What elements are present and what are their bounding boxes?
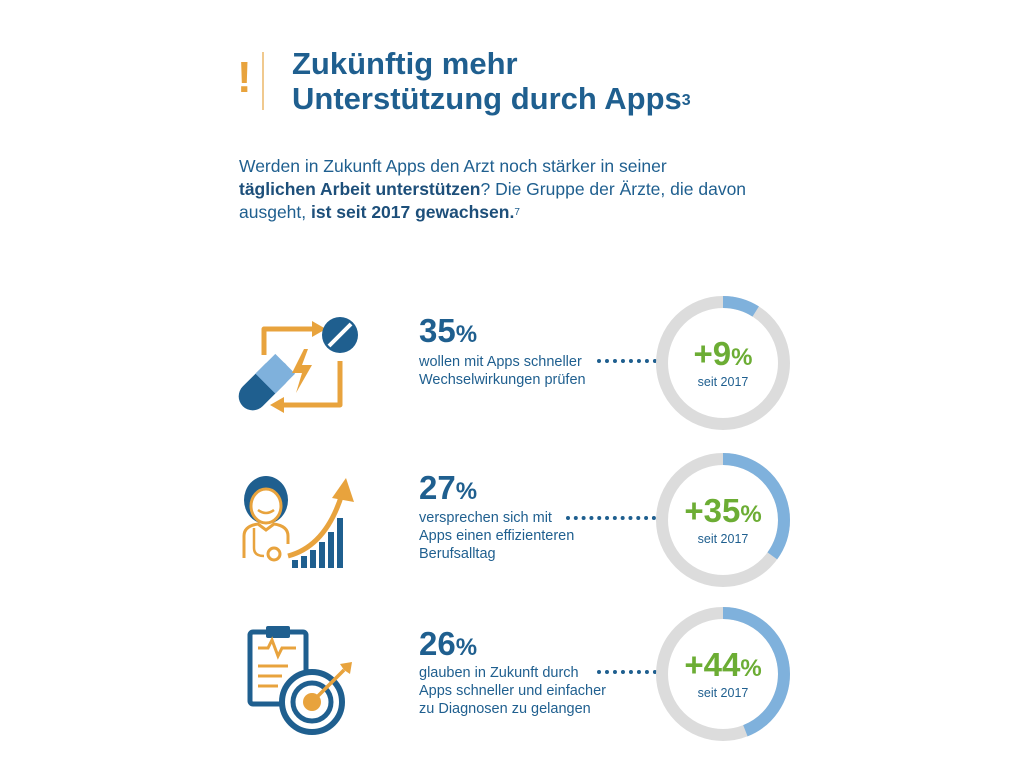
- change-number: +44: [684, 646, 741, 683]
- donut-arc: [656, 607, 790, 741]
- doctor-growth-icon: [242, 476, 354, 568]
- stat-description-line: versprechen sich mit: [419, 510, 552, 526]
- intro-text-1: Werden in Zukunft Apps den Arzt noch stä…: [239, 156, 667, 176]
- stat-value: 26%: [419, 626, 477, 666]
- title-line-1: Zukünftig mehr: [292, 46, 518, 81]
- intro-bold-2: ist seit 2017 gewachsen.: [311, 202, 515, 222]
- diagnosis-target-icon: [247, 626, 352, 735]
- stat-value-unit: %: [455, 478, 478, 505]
- stat-value-number: 35: [419, 312, 456, 349]
- title-line-2: Unterstützung durch Apps3: [292, 81, 691, 116]
- title-footnote: 3: [681, 92, 691, 109]
- intro-footnote: 7: [514, 207, 520, 218]
- change-unit: %: [731, 344, 753, 371]
- stat-description: wollen mit Apps schneller Wechselwirkung…: [419, 353, 619, 389]
- change-value: +35%: [655, 494, 791, 532]
- change-number: +35: [684, 492, 741, 529]
- stat-row-3: 26% glauben in Zukunft durch Apps schnel…: [0, 606, 1024, 756]
- change-unit: %: [740, 655, 762, 682]
- stat-row-1: 35% wollen mit Apps schneller Wechselwir…: [0, 295, 1024, 445]
- stat-description: glauben in Zukunft durch Apps schneller …: [419, 664, 619, 718]
- title-divider: [262, 52, 264, 110]
- exclamation-icon: !: [237, 53, 252, 102]
- stat-value-number: 27: [419, 469, 456, 506]
- donut-arc: [656, 296, 790, 430]
- change-label: seit 2017: [697, 375, 749, 389]
- connector-dots: [597, 670, 657, 678]
- stat-description-line: glauben in Zukunft durch: [419, 665, 579, 681]
- connector-dots: [566, 516, 656, 524]
- change-value: +9%: [655, 337, 791, 375]
- donut-svg: [656, 296, 790, 430]
- change-label: seit 2017: [697, 532, 749, 546]
- title-line-2-text: Unterstützung durch Apps: [292, 81, 682, 116]
- donut-ring: +35% seit 2017: [655, 452, 791, 588]
- stat-description-line: Wechselwirkungen prüfen: [419, 372, 586, 388]
- stat-row-2: 27% versprechen sich mit Apps einen effi…: [0, 452, 1024, 602]
- stat-description-line: wollen mit Apps schneller: [419, 354, 582, 370]
- stat-description: versprechen sich mit Apps einen effizien…: [419, 509, 619, 563]
- stat-value: 27%: [419, 470, 477, 510]
- page-title: Zukünftig mehr Unterstützung durch Apps3: [292, 46, 691, 116]
- intro-paragraph: Werden in Zukunft Apps den Arzt noch stä…: [239, 155, 799, 224]
- intro-bold-1: täglichen Arbeit unterstützen: [239, 179, 481, 199]
- stat-description-line: Apps einen effizienteren: [419, 528, 575, 544]
- stat-description-line: zu Diagnosen zu gelangen: [419, 701, 591, 717]
- stat-description-line: Berufsalltag: [419, 546, 496, 562]
- donut-arc: [656, 453, 790, 587]
- donut-svg: [656, 607, 790, 741]
- stat-description-line: Apps schneller und einfacher: [419, 683, 607, 699]
- change-label: seit 2017: [697, 686, 749, 700]
- donut-svg: [656, 453, 790, 587]
- stat-value: 35%: [419, 313, 477, 353]
- pill-interaction-icon: [238, 317, 358, 413]
- change-unit: %: [740, 501, 762, 528]
- connector-dots: [597, 359, 657, 367]
- intro-text-2: ? Die Gruppe der Ärzte, die davon ausgeh…: [239, 179, 747, 222]
- stat-value-number: 26: [419, 625, 456, 662]
- change-number: +9: [693, 335, 732, 372]
- donut-ring: +44% seit 2017: [655, 606, 791, 742]
- change-value: +44%: [655, 648, 791, 686]
- stat-value-unit: %: [455, 634, 478, 661]
- donut-ring: +9% seit 2017: [655, 295, 791, 431]
- stat-value-unit: %: [455, 321, 478, 348]
